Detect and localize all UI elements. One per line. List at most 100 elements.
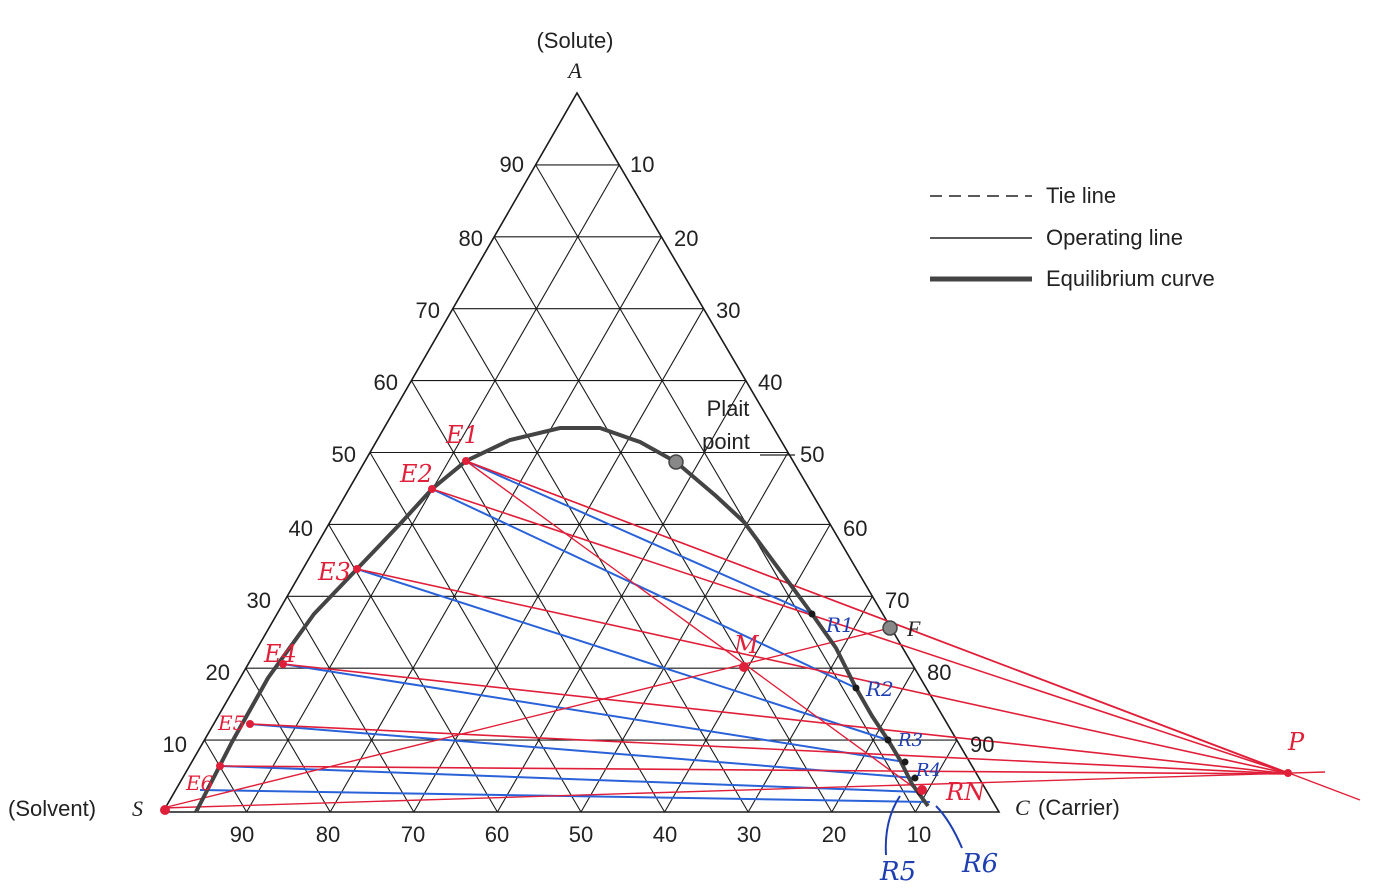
bottom-tick: 30 bbox=[737, 822, 761, 847]
bottom-tick: 20 bbox=[822, 822, 846, 847]
right-tick: 30 bbox=[716, 298, 740, 323]
equilibrium-curve bbox=[194, 426, 930, 813]
bottom-tick: 70 bbox=[401, 822, 425, 847]
legend-operating-line-label: Operating line bbox=[1046, 225, 1183, 250]
left-tick: 70 bbox=[416, 298, 440, 323]
solvent-label: (Solvent) bbox=[8, 796, 96, 821]
rn-point-marker bbox=[917, 785, 927, 795]
plait-label-line2: point bbox=[702, 429, 750, 454]
r5-label: R5 bbox=[879, 857, 916, 887]
left-tick: 30 bbox=[247, 588, 271, 613]
operating-line-solvent bbox=[162, 771, 1326, 809]
plait-point-label: Plait point bbox=[702, 396, 795, 456]
legend: Tie line Operating line Equilibrium curv… bbox=[930, 183, 1215, 291]
e1-label: E1 bbox=[445, 421, 479, 449]
grid-line-carrier bbox=[831, 667, 916, 813]
e6-label: E6 bbox=[185, 771, 214, 795]
blue-tie-line bbox=[356, 568, 889, 741]
solute-label: (Solute) bbox=[536, 28, 613, 53]
extract-point-marker bbox=[353, 565, 361, 573]
grid-line-solvent bbox=[203, 739, 248, 813]
tie-lines bbox=[219, 460, 921, 793]
left-tick: 80 bbox=[459, 226, 483, 251]
blue-tie-line bbox=[465, 460, 813, 615]
bottom-tick: 60 bbox=[485, 822, 509, 847]
extract-point-marker bbox=[246, 720, 254, 728]
vertex-s-label: S bbox=[132, 796, 143, 821]
left-tick: 40 bbox=[289, 516, 313, 541]
legend-equilibrium-label: Equilibrium curve bbox=[1046, 266, 1215, 291]
r1-label: R1 bbox=[825, 613, 854, 637]
carrier-label: (Carrier) bbox=[1038, 795, 1120, 820]
point-m-label: M bbox=[733, 631, 760, 659]
mixing-line-m bbox=[465, 460, 921, 793]
blue-tie-line bbox=[431, 488, 857, 689]
legend-tie-line-label: Tie line bbox=[1046, 183, 1116, 208]
bottom-tick: 40 bbox=[653, 822, 677, 847]
operating-line bbox=[249, 723, 1291, 775]
raffinate-point-marker bbox=[852, 684, 860, 692]
extract-point-marker bbox=[428, 485, 436, 493]
right-tick: 60 bbox=[843, 516, 867, 541]
raffinate-point-marker bbox=[808, 610, 816, 618]
p-point-marker bbox=[1284, 769, 1292, 777]
r3-label: R3 bbox=[897, 730, 923, 751]
marked-points bbox=[160, 454, 1292, 815]
raffinate-point-marker bbox=[884, 736, 892, 744]
operating-line-extended bbox=[465, 460, 1361, 801]
r2-label: R2 bbox=[865, 677, 894, 701]
grid-line-solvent bbox=[535, 164, 916, 813]
bottom-tick: 50 bbox=[569, 822, 593, 847]
bottom-tick: 90 bbox=[230, 822, 254, 847]
left-tick: 50 bbox=[332, 442, 356, 467]
bottom-axis-ticks: 90 80 70 60 50 40 30 20 10 bbox=[230, 822, 931, 847]
r5-arrow bbox=[884, 795, 901, 856]
e3-label: E3 bbox=[317, 558, 351, 586]
bottom-tick: 10 bbox=[907, 822, 931, 847]
right-tick: 40 bbox=[758, 370, 782, 395]
e5-label: E5 bbox=[217, 711, 245, 735]
operating-line bbox=[282, 663, 1291, 775]
right-tick: 70 bbox=[885, 588, 909, 613]
operating-line bbox=[356, 568, 1291, 775]
operating-line bbox=[431, 488, 1291, 775]
right-tick: 80 bbox=[927, 660, 951, 685]
r6-label: R6 bbox=[961, 849, 998, 879]
operating-lines bbox=[162, 460, 1361, 809]
extract-point-marker bbox=[216, 762, 224, 770]
vertex-c-label: C bbox=[1015, 795, 1030, 820]
right-axis-ticks: 10 20 30 40 50 60 70 80 90 bbox=[630, 152, 994, 757]
left-tick: 90 bbox=[500, 152, 524, 177]
grid-line-solvent bbox=[286, 596, 415, 813]
plait-point-marker bbox=[668, 454, 684, 470]
extract-point-marker bbox=[462, 457, 470, 465]
right-tick: 50 bbox=[800, 442, 824, 467]
right-tick: 10 bbox=[630, 152, 654, 177]
grid-line-carrier bbox=[413, 308, 705, 813]
e4-label: E4 bbox=[263, 640, 297, 668]
plait-label-line1: Plait bbox=[707, 396, 750, 421]
right-tick: 90 bbox=[970, 732, 994, 757]
grid-line-carrier bbox=[580, 452, 789, 813]
blue-tie-line bbox=[249, 723, 916, 779]
raffinate-point-marker bbox=[901, 758, 909, 766]
s-point-marker bbox=[160, 805, 170, 815]
rn-label: RN bbox=[945, 778, 986, 806]
feed-point-marker bbox=[882, 620, 898, 636]
raffinate-point-marker bbox=[911, 774, 919, 782]
e2-label: E2 bbox=[399, 460, 433, 488]
operating-line bbox=[219, 765, 1291, 775]
grid-line-solvent bbox=[452, 308, 749, 813]
left-tick: 60 bbox=[374, 370, 398, 395]
vertex-a-label: A bbox=[566, 58, 582, 83]
left-tick: 10 bbox=[163, 732, 187, 757]
right-tick: 20 bbox=[674, 226, 698, 251]
left-tick: 20 bbox=[206, 660, 230, 685]
grid-line-solvent bbox=[369, 452, 582, 813]
mixing-line bbox=[162, 627, 891, 809]
point-p-label: P bbox=[1287, 728, 1305, 756]
extract-point-marker bbox=[279, 660, 287, 668]
grid-line-carrier bbox=[747, 596, 873, 813]
bottom-tick: 80 bbox=[316, 822, 340, 847]
